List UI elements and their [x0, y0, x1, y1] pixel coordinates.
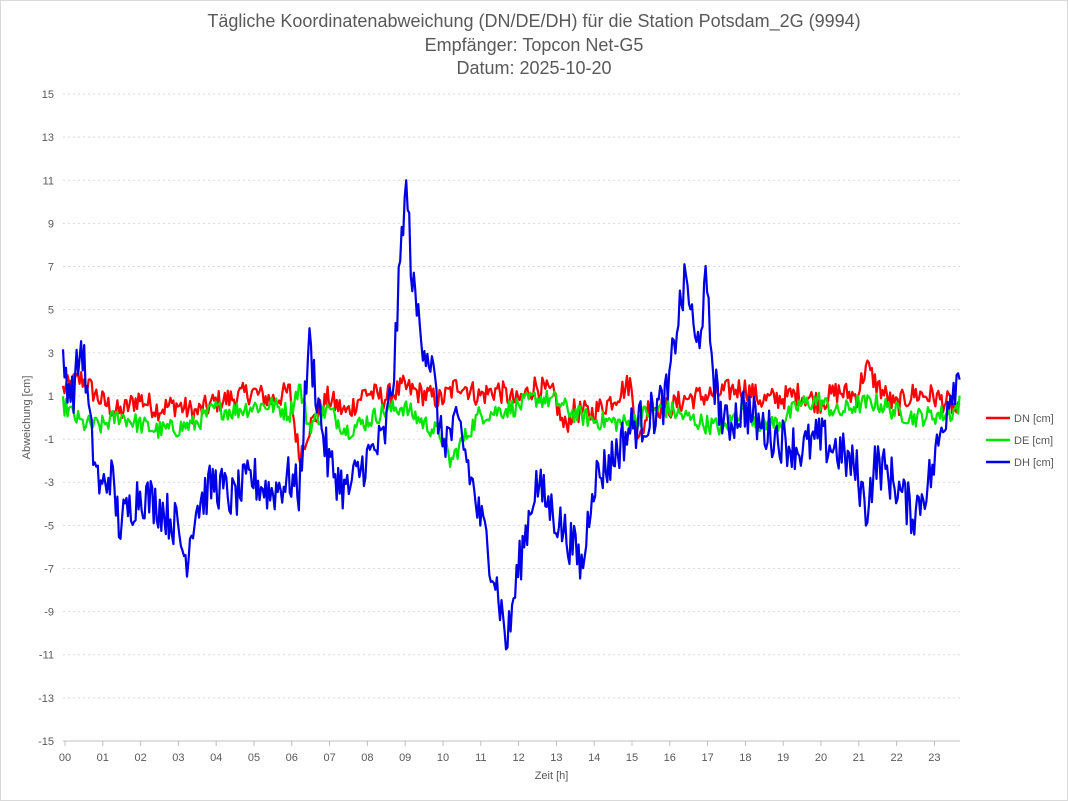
- series-lines: [61, 179, 961, 651]
- y-tick-label: -13: [38, 693, 54, 705]
- x-tick-label: 10: [437, 752, 449, 764]
- y-tick-label: -3: [44, 477, 54, 489]
- x-tick-label: 00: [59, 752, 71, 764]
- series-line-de: [61, 383, 961, 468]
- x-tick-label: 18: [739, 752, 751, 764]
- x-tick-label: 21: [853, 752, 865, 764]
- chart-title: Tägliche Koordinatenabweichung (DN/DE/DH…: [207, 11, 861, 31]
- y-tick-label: 1: [48, 391, 54, 403]
- x-tick-label: 20: [815, 752, 827, 764]
- legend: DN [cm] DE [cm] DH [cm]: [986, 413, 1054, 469]
- x-tick-label: 05: [248, 752, 260, 764]
- x-tick-label: 02: [134, 752, 146, 764]
- y-axis-ticks: 15 13 11 9 7 5 3 1 -1 -3 -5 -7 -9 -11 -13 -15: [38, 89, 54, 748]
- x-tick-label: 04: [210, 752, 222, 764]
- y-tick-label: -11: [39, 650, 54, 662]
- y-tick-label: 9: [48, 218, 54, 230]
- chart-subtitle: Empfänger: Topcon Net-G5: [424, 35, 644, 55]
- y-tick-label: 7: [48, 262, 54, 274]
- x-tick-label: 14: [588, 752, 600, 764]
- x-tick-label: 23: [928, 752, 940, 764]
- y-tick-label: 11: [43, 175, 54, 187]
- y-tick-label: 5: [48, 305, 54, 317]
- series-line-dh: [61, 179, 961, 651]
- x-tick-label: 03: [172, 752, 184, 764]
- chart-date: Datum: 2025-10-20: [456, 58, 612, 78]
- x-tick-label: 19: [777, 752, 789, 764]
- y-tick-label: 13: [42, 132, 54, 144]
- y-axis-label: Abweichung [cm]: [21, 376, 33, 460]
- y-tick-label: 15: [42, 89, 54, 101]
- x-tick-label: 11: [475, 752, 486, 764]
- x-tick-label: 15: [626, 752, 638, 764]
- x-tick-label: 07: [323, 752, 335, 764]
- y-tick-label: -1: [44, 434, 54, 446]
- y-tick-label: 3: [48, 348, 54, 360]
- x-tick-label: 06: [286, 752, 298, 764]
- x-tick-label: 01: [97, 752, 109, 764]
- y-tick-label: -5: [44, 520, 54, 532]
- legend-label: DN [cm]: [1014, 413, 1054, 425]
- y-tick-label: -9: [44, 607, 54, 619]
- x-axis-ticks: 00 01 02 03 04 05 06 07 08 09 10 11 12 13 14 15 16 17 18 19…: [59, 741, 941, 764]
- series-line-dn: [61, 359, 961, 466]
- x-axis-label: Zeit [h]: [535, 770, 569, 782]
- x-tick-label: 13: [550, 752, 562, 764]
- x-tick-label: 12: [512, 752, 524, 764]
- x-tick-label: 16: [664, 752, 676, 764]
- legend-label: DE [cm]: [1014, 435, 1053, 447]
- x-tick-label: 08: [361, 752, 373, 764]
- x-tick-label: 22: [890, 752, 902, 764]
- y-tick-label: -15: [38, 736, 54, 748]
- legend-label: DH [cm]: [1014, 457, 1054, 469]
- x-tick-label: 09: [399, 752, 411, 764]
- x-tick-label: 17: [701, 752, 713, 764]
- y-tick-label: -7: [44, 563, 54, 575]
